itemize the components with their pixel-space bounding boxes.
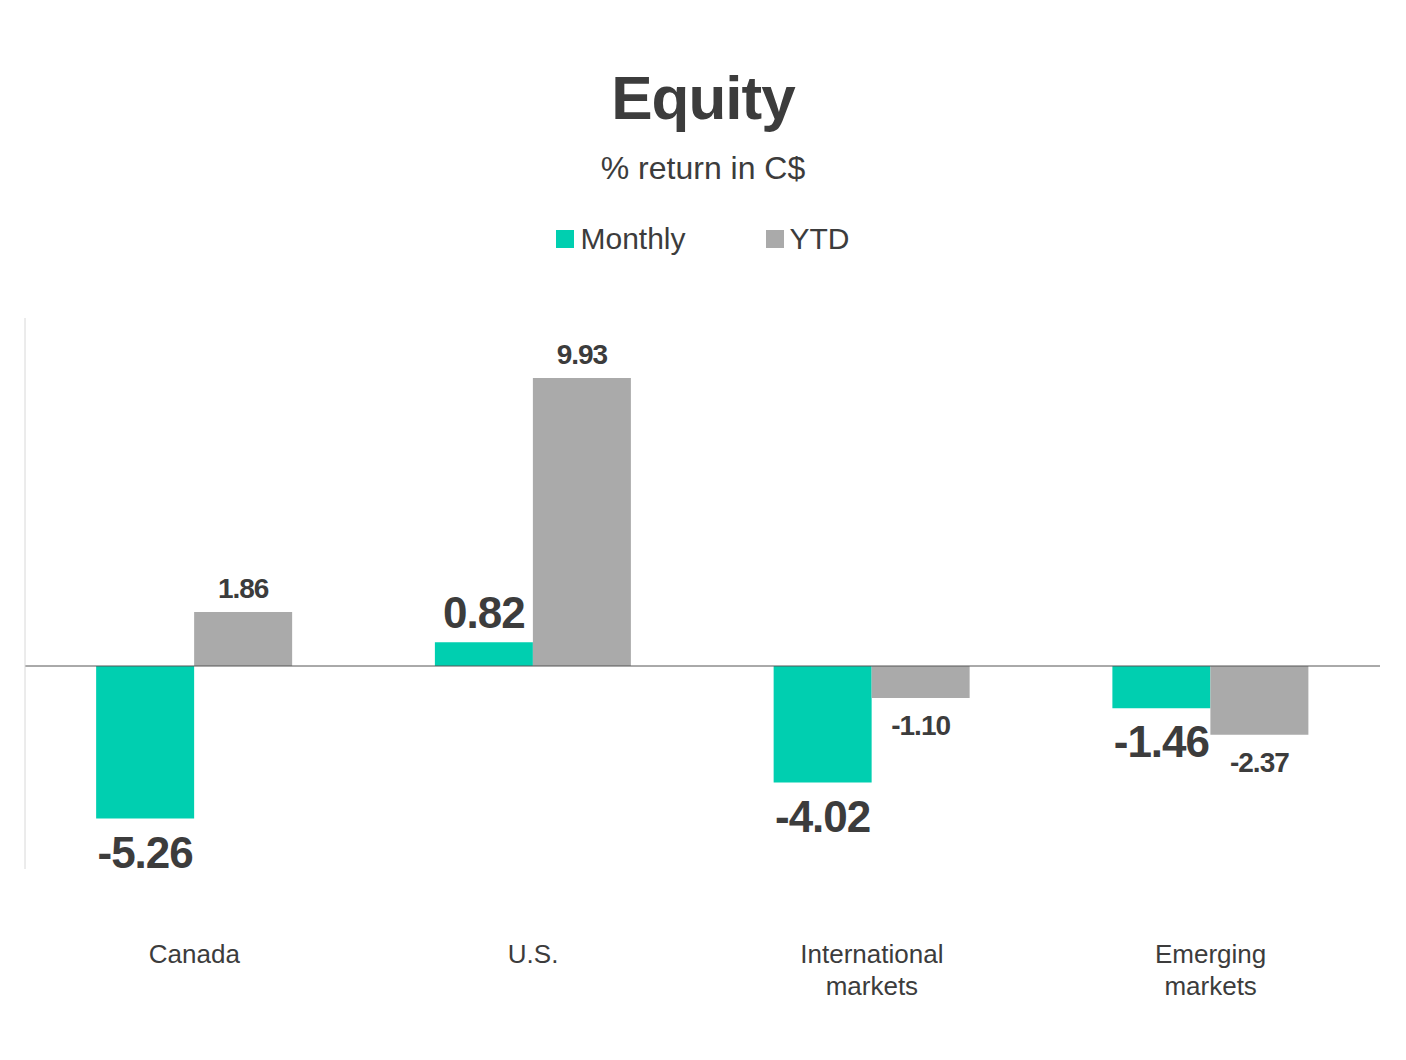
html-text:YTD: YTD [789, 222, 850, 255]
svg-text:markets: markets [826, 971, 918, 1001]
svg-text:-1.46: -1.46 [1114, 717, 1209, 766]
svg-text:0.82: 0.82 [443, 588, 525, 637]
svg-text:-4.02: -4.02 [775, 792, 870, 841]
svg-text:1.86: 1.86 [218, 573, 269, 604]
svg-text:-1.10: -1.10 [891, 710, 950, 741]
svg-text:-5.26: -5.26 [97, 828, 192, 877]
html-text:% return in C$: % return in C$ [600, 150, 806, 186]
svg-text:markets: markets [1164, 971, 1256, 1001]
svg-text:Emerging: Emerging [1155, 939, 1266, 969]
svg-text:U.S.: U.S. [508, 939, 559, 969]
svg-text:-2.37: -2.37 [1230, 747, 1289, 778]
svg-text:International: International [800, 939, 943, 969]
html-text:Equity: Equity [611, 63, 795, 132]
html-text:Monthly: Monthly [580, 222, 686, 255]
svg-text:Canada: Canada [149, 939, 241, 969]
svg-text:9.93: 9.93 [557, 339, 608, 370]
